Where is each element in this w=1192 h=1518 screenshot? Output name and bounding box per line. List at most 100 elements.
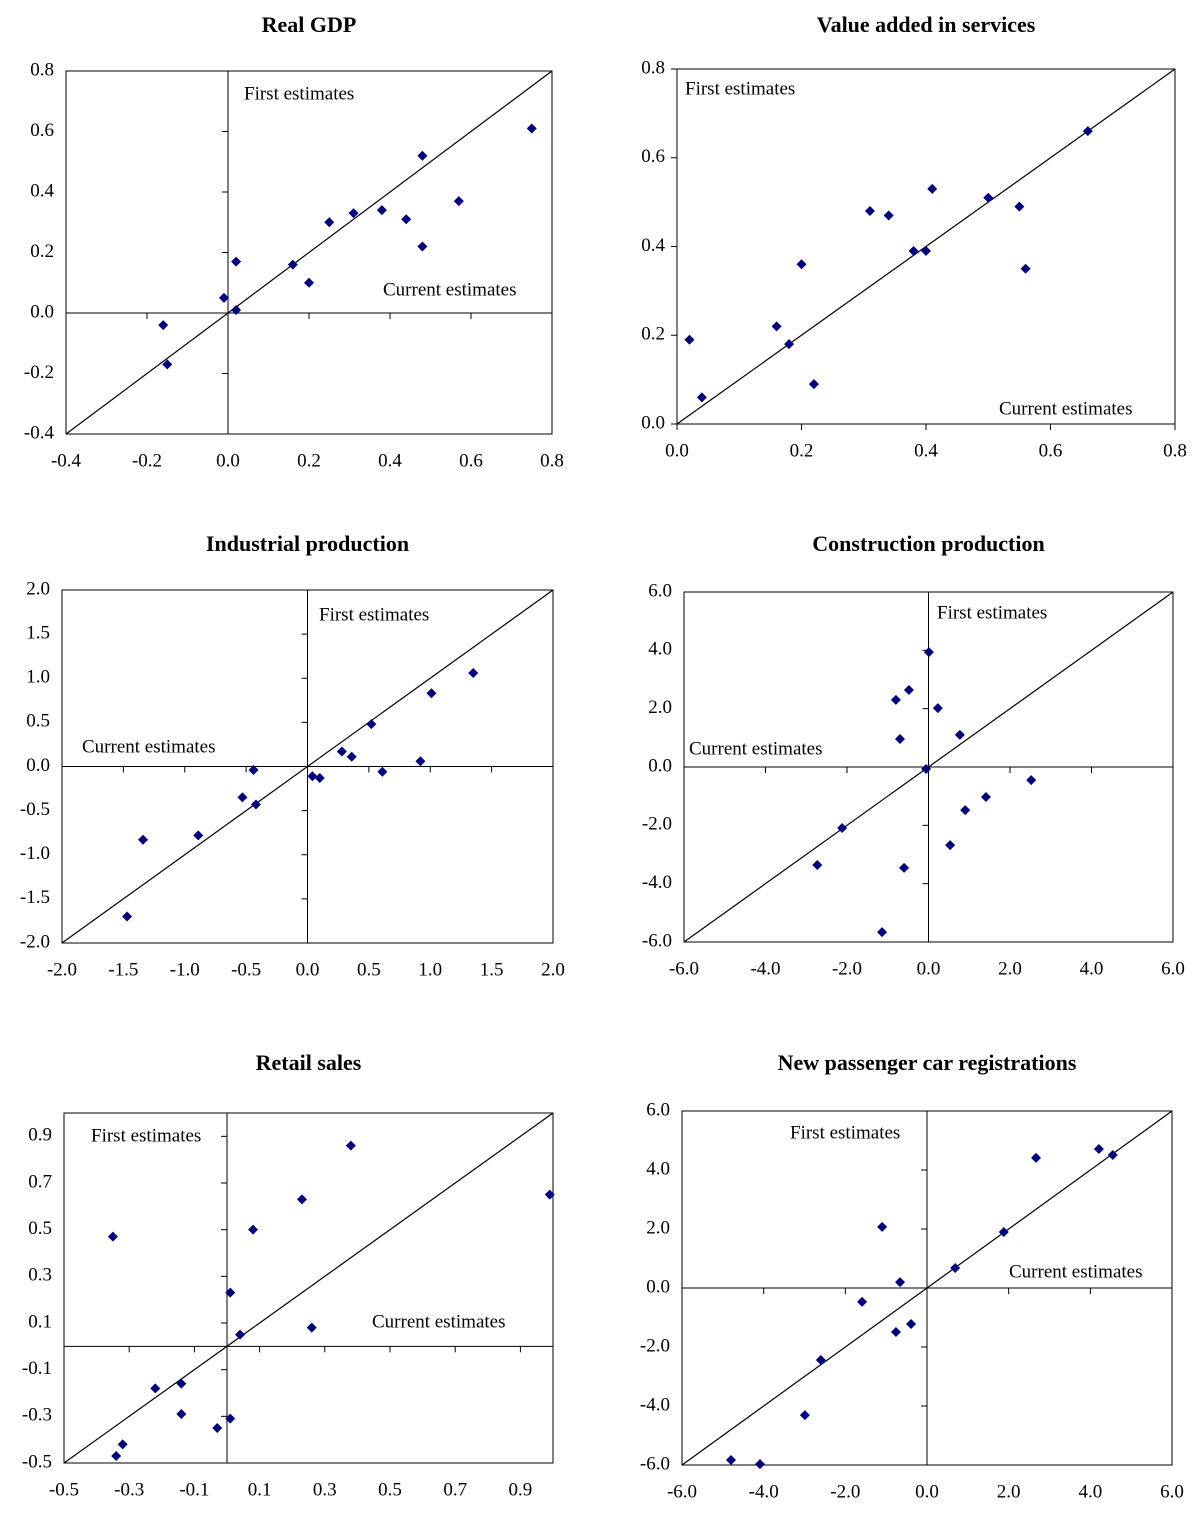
- y-tick-label: 1.0: [26, 667, 50, 688]
- data-point: [306, 1322, 317, 1333]
- y-tick-label: -2.0: [20, 931, 50, 952]
- annotation: Current estimates: [1009, 1261, 1143, 1282]
- y-tick-label: 0.0: [646, 1276, 670, 1297]
- data-point: [754, 1459, 765, 1470]
- data-point: [107, 1231, 118, 1242]
- data-point: [336, 746, 347, 757]
- data-point: [287, 259, 298, 270]
- annotation: First estimates: [790, 1122, 900, 1143]
- x-tick-label: 1.0: [418, 959, 442, 980]
- data-point: [954, 729, 965, 740]
- data-point: [726, 1454, 736, 1465]
- data-point: [1014, 201, 1025, 212]
- data-point: [927, 183, 938, 194]
- y-tick-label: -2.0: [642, 814, 672, 835]
- y-tick-label: -6.0: [640, 1453, 670, 1474]
- y-tick-label: 0.5: [26, 711, 50, 732]
- data-point: [815, 1354, 826, 1365]
- data-point: [1107, 1149, 1118, 1160]
- data-point: [837, 822, 848, 833]
- data-point: [225, 1413, 236, 1424]
- chart-panel: Construction production -6.0 -4.0 -2.0 0.0 2.…: [642, 531, 1185, 979]
- y-tick-label: 0.6: [30, 120, 54, 141]
- data-point: [231, 256, 242, 267]
- plot-frame: [65, 70, 553, 435]
- x-tick-label: -0.5: [231, 959, 261, 980]
- data-point: [248, 765, 259, 776]
- x-tick-label: -4.0: [749, 1481, 779, 1502]
- data-point: [1031, 1152, 1042, 1163]
- x-tick-label: 0.0: [665, 440, 689, 461]
- x-tick-label: 4.0: [1080, 958, 1104, 979]
- y-tick-label: 0.4: [641, 235, 665, 256]
- x-tick-label: -2.0: [832, 958, 862, 979]
- data-point: [415, 756, 426, 767]
- x-tick-label: -4.0: [750, 958, 780, 979]
- x-tick-label: -1.5: [108, 959, 138, 980]
- y-tick-label: -4.0: [642, 872, 672, 893]
- data-point: [526, 123, 537, 134]
- chart-panel: Value added in services 0.0 0.2 0.4 0.6 0.8 0.…: [641, 12, 1187, 461]
- data-point: [366, 719, 377, 730]
- data-point: [771, 321, 782, 332]
- chart-panel: Real GDP -0.4 -0.2 0.0 0.2 0.4 0.6 0.8 -0.4 -0.2 0…: [24, 12, 564, 471]
- data-point: [908, 245, 919, 256]
- data-point: [348, 208, 359, 219]
- data-point: [932, 703, 943, 714]
- data-point: [980, 792, 991, 803]
- data-point: [894, 734, 905, 744]
- data-point: [296, 1194, 307, 1205]
- data-point: [895, 1277, 906, 1288]
- data-point: [684, 334, 695, 345]
- annotation: Current estimates: [82, 736, 216, 757]
- x-tick-label: 6.0: [1161, 958, 1185, 979]
- annotation: First estimates: [685, 78, 795, 99]
- data-point: [945, 840, 956, 851]
- x-tick-label: 0.1: [248, 1479, 272, 1500]
- y-tick-label: 0.2: [30, 241, 54, 262]
- x-tick-label: 0.4: [378, 450, 402, 471]
- data-point: [158, 320, 169, 331]
- y-tick-label: 4.0: [646, 1158, 670, 1179]
- data-point: [417, 241, 428, 252]
- data-point: [150, 1383, 161, 1394]
- x-tick-label: 0.0: [216, 450, 240, 471]
- data-point: [468, 667, 479, 678]
- x-tick-label: 2.0: [997, 1481, 1021, 1502]
- chart-title: Industrial production: [206, 531, 409, 556]
- data-point: [864, 206, 875, 216]
- y-tick-label: 0.7: [28, 1171, 52, 1192]
- data-point: [324, 217, 335, 228]
- x-tick-label: 0.6: [459, 450, 483, 471]
- data-point: [122, 911, 133, 922]
- x-tick-label: 0.5: [378, 1479, 402, 1500]
- chart-title: Value added in services: [817, 12, 1036, 37]
- data-point: [903, 685, 914, 695]
- x-tick-label: 0.2: [297, 450, 321, 471]
- data-point: [376, 205, 387, 216]
- y-tick-label: 6.0: [648, 580, 672, 601]
- y-tick-label: 2.0: [648, 697, 672, 718]
- y-tick-label: -0.2: [24, 362, 54, 383]
- chart-title: Real GDP: [262, 12, 357, 37]
- y-tick-label: 0.0: [648, 755, 672, 776]
- x-tick-label: 0.0: [915, 1481, 939, 1502]
- data-point: [117, 1439, 128, 1450]
- annotation: Current estimates: [372, 1311, 506, 1332]
- y-tick-label: -0.1: [22, 1358, 52, 1379]
- data-point: [799, 1410, 810, 1421]
- x-tick-label: -0.1: [179, 1479, 209, 1500]
- data-point: [377, 766, 388, 777]
- data-point: [1026, 775, 1037, 786]
- y-tick-label: 0.0: [26, 755, 50, 776]
- y-tick-label: 1.5: [26, 622, 50, 643]
- x-tick-label: -2.0: [830, 1481, 860, 1502]
- y-tick-label: 0.0: [641, 412, 665, 433]
- y-tick-label: -0.5: [20, 799, 50, 820]
- diagonal-line: [63, 1112, 554, 1464]
- x-tick-label: -1.0: [170, 959, 200, 980]
- data-point: [250, 799, 261, 810]
- data-point: [453, 196, 464, 207]
- x-tick-label: -6.0: [667, 1481, 697, 1502]
